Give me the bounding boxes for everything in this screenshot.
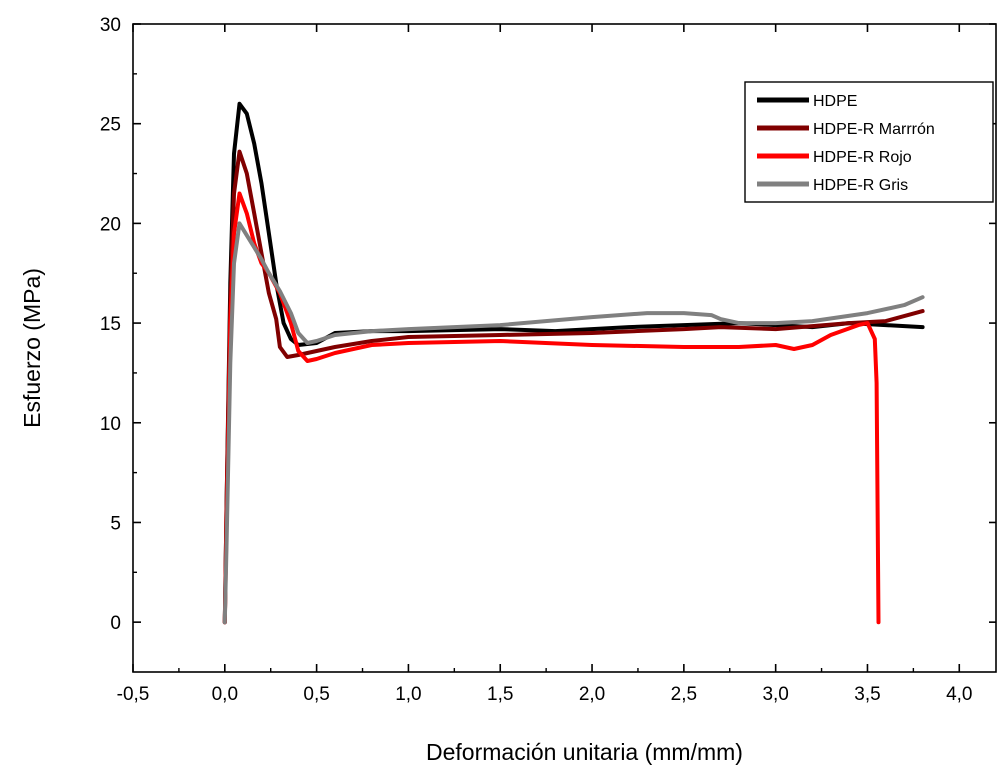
y-tick-label: 15 [100, 314, 121, 335]
x-tick-label: 4,0 [946, 684, 972, 705]
x-tick-label: -0,5 [117, 684, 150, 705]
legend-label: HDPE-R Marrrón [813, 121, 935, 138]
y-tick-label: 5 [110, 513, 121, 534]
legend-label: HDPE [813, 93, 857, 110]
series-line-4 [222, 221, 925, 625]
plot-area-frame [132, 23, 997, 673]
y-tick-label: 20 [100, 214, 121, 235]
x-tick-label: 2,0 [579, 684, 605, 705]
x-tick-label: 2,5 [671, 684, 697, 705]
y-axis-title: Esfuerzo (MPa) [19, 268, 45, 428]
right-axis-ticks [989, 23, 996, 623]
x-tick-label: 3,5 [854, 684, 880, 705]
y-tick-label: 0 [110, 613, 121, 634]
y-axis: 0 5 10 15 20 25 30 [100, 15, 141, 634]
top-axis-ticks [132, 24, 961, 32]
series-line-3 [222, 191, 881, 625]
series-line-2 [222, 149, 925, 625]
legend-label: HDPE-R Rojo [813, 149, 912, 166]
x-tick-label: 0,0 [212, 684, 238, 705]
series-group [222, 101, 925, 625]
x-tick-label: 0,5 [303, 684, 329, 705]
x-tick-label: 1,0 [395, 684, 421, 705]
x-axis-title: Deformación unitaria (mm/mm) [426, 739, 743, 765]
y-tick-label: 30 [100, 15, 121, 36]
y-tick-label: 10 [100, 414, 121, 435]
x-axis: -0,5 0,0 0,5 1,0 1,5 2,0 2,5 3,0 3,5 4,0 [117, 664, 972, 705]
y-tick-label: 25 [100, 115, 121, 136]
x-tick-label: 1,5 [487, 684, 513, 705]
x-tick-label: 3,0 [762, 684, 788, 705]
legend-label: HDPE-R Gris [813, 177, 908, 194]
legend: HDPE HDPE-R Marrrón HDPE-R Rojo HDPE-R Gris [744, 81, 994, 203]
